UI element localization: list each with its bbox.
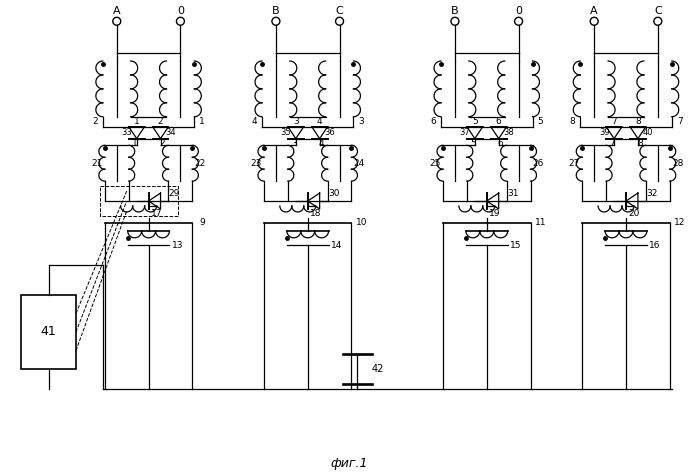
Text: 29: 29: [168, 189, 180, 198]
Text: 38: 38: [503, 128, 514, 137]
Bar: [21, 294, 76, 369]
Text: 8: 8: [635, 117, 641, 126]
Text: 17: 17: [151, 209, 162, 218]
Text: 6: 6: [498, 139, 503, 148]
Text: C: C: [336, 6, 343, 16]
Text: 41: 41: [41, 325, 57, 339]
Text: 33: 33: [122, 128, 132, 137]
Text: 1: 1: [134, 117, 140, 126]
Text: 31: 31: [507, 189, 519, 198]
Text: 7: 7: [611, 117, 617, 126]
Text: 8: 8: [570, 117, 575, 126]
Text: 0: 0: [177, 6, 184, 16]
Text: 34: 34: [165, 128, 175, 137]
Text: 42: 42: [371, 364, 384, 374]
Text: 4: 4: [251, 117, 257, 126]
Text: 4: 4: [317, 117, 322, 126]
Text: 26: 26: [533, 159, 544, 168]
Text: 3: 3: [293, 117, 298, 126]
Text: 6: 6: [430, 117, 436, 126]
Text: 2: 2: [158, 117, 164, 126]
Text: 7: 7: [677, 117, 683, 126]
Text: 35: 35: [280, 128, 291, 137]
Text: 3: 3: [359, 117, 364, 126]
Text: 18: 18: [310, 209, 322, 218]
Text: 8: 8: [637, 139, 643, 148]
Text: 3: 3: [291, 139, 296, 148]
Text: 37: 37: [459, 128, 470, 137]
Text: A: A: [591, 6, 598, 16]
Text: 19: 19: [489, 209, 500, 218]
Text: 10: 10: [356, 218, 367, 228]
Text: 16: 16: [649, 241, 661, 250]
Text: фиг.1: фиг.1: [331, 457, 368, 470]
Text: 40: 40: [642, 128, 653, 137]
Text: 23: 23: [250, 159, 261, 168]
Text: 5: 5: [538, 117, 543, 126]
Text: 24: 24: [354, 159, 365, 168]
Text: 15: 15: [510, 241, 521, 250]
Text: 28: 28: [672, 159, 684, 168]
Text: 2: 2: [159, 139, 166, 148]
Text: 7: 7: [610, 139, 615, 148]
Text: C: C: [654, 6, 662, 16]
Text: 1: 1: [199, 117, 206, 126]
Text: 12: 12: [674, 218, 686, 228]
Text: 13: 13: [172, 241, 183, 250]
Text: 21: 21: [91, 159, 103, 168]
Text: 5: 5: [470, 139, 476, 148]
Text: 1: 1: [132, 139, 138, 148]
Text: 36: 36: [324, 128, 335, 137]
Text: 5: 5: [472, 117, 477, 126]
Text: 11: 11: [535, 218, 546, 228]
Text: 30: 30: [328, 189, 339, 198]
Text: B: B: [272, 6, 280, 16]
Text: 14: 14: [331, 241, 343, 250]
Text: 6: 6: [496, 117, 502, 126]
Text: A: A: [113, 6, 120, 16]
Text: 25: 25: [429, 159, 441, 168]
Text: 9: 9: [199, 218, 206, 228]
Text: 39: 39: [599, 128, 610, 137]
Text: B: B: [451, 6, 459, 16]
Text: 27: 27: [568, 159, 580, 168]
Text: 2: 2: [92, 117, 98, 126]
Text: 0: 0: [515, 6, 522, 16]
Text: 4: 4: [319, 139, 324, 148]
Text: 22: 22: [195, 159, 206, 168]
Text: 32: 32: [646, 189, 658, 198]
Text: 20: 20: [628, 209, 640, 218]
